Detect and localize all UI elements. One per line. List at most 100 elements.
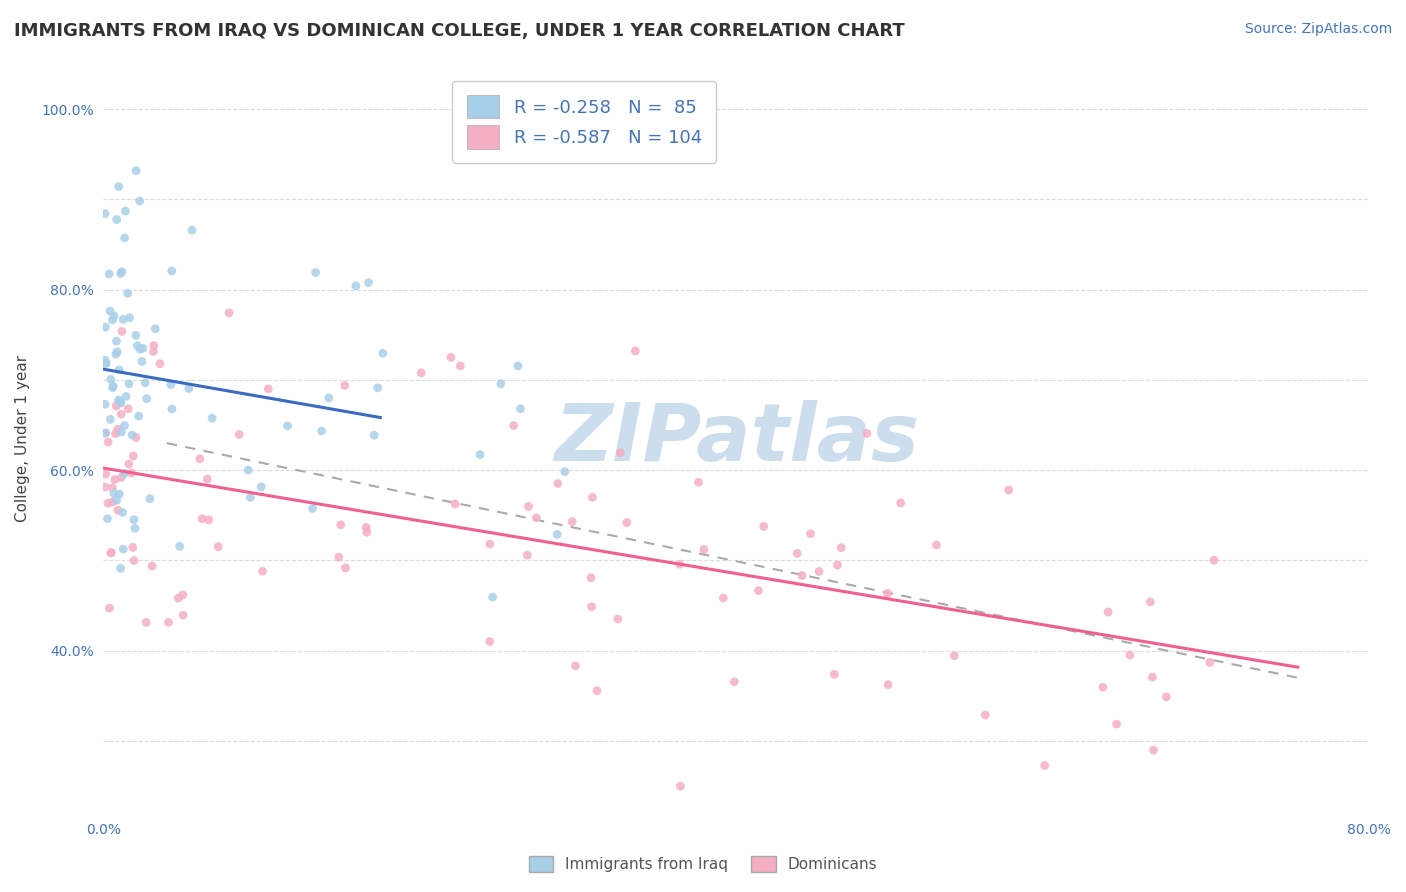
Point xyxy=(1033,758,1056,772)
Point xyxy=(1097,605,1119,619)
Point xyxy=(101,495,124,509)
Point xyxy=(149,357,172,371)
Point xyxy=(799,526,821,541)
Point xyxy=(104,473,127,487)
Point xyxy=(1091,680,1114,694)
Point xyxy=(96,356,118,370)
Point xyxy=(790,568,813,582)
Point xyxy=(581,599,603,614)
Point xyxy=(329,517,352,532)
Point xyxy=(786,546,808,560)
Point xyxy=(157,615,180,630)
Point xyxy=(121,428,143,442)
Point xyxy=(547,476,569,491)
Point xyxy=(108,487,131,501)
Point xyxy=(564,659,586,673)
Point xyxy=(111,325,134,339)
Point xyxy=(693,542,716,557)
Point xyxy=(606,612,628,626)
Point xyxy=(561,515,583,529)
Point xyxy=(118,310,141,325)
Text: Source: ZipAtlas.com: Source: ZipAtlas.com xyxy=(1244,22,1392,37)
Point xyxy=(125,163,148,178)
Point xyxy=(98,412,121,426)
Point xyxy=(311,424,333,438)
Point xyxy=(181,223,204,237)
Point xyxy=(108,395,131,409)
Point xyxy=(124,521,146,535)
Point xyxy=(127,339,149,353)
Point xyxy=(112,542,135,557)
Point xyxy=(117,401,139,416)
Point xyxy=(188,451,211,466)
Point xyxy=(808,565,831,579)
Point xyxy=(104,426,127,441)
Point xyxy=(890,496,912,510)
Point xyxy=(94,480,117,494)
Point xyxy=(135,615,157,630)
Point xyxy=(876,586,898,600)
Point xyxy=(1142,670,1164,684)
Point xyxy=(172,608,194,623)
Point xyxy=(925,538,948,552)
Point xyxy=(167,591,190,606)
Point xyxy=(98,267,121,281)
Point xyxy=(974,708,997,723)
Point xyxy=(624,343,647,358)
Point xyxy=(129,342,152,356)
Point xyxy=(444,497,467,511)
Point xyxy=(669,779,692,793)
Point xyxy=(111,506,134,520)
Point xyxy=(160,377,183,392)
Point xyxy=(132,341,155,355)
Y-axis label: College, Under 1 year: College, Under 1 year xyxy=(15,355,30,522)
Point xyxy=(517,500,540,514)
Point xyxy=(94,426,117,441)
Point xyxy=(112,312,135,326)
Point xyxy=(1199,656,1222,670)
Point xyxy=(1105,717,1128,731)
Point xyxy=(554,465,576,479)
Point xyxy=(96,511,118,525)
Point xyxy=(506,359,529,373)
Legend: R = -0.258   N =  85, R = -0.587   N = 104: R = -0.258 N = 85, R = -0.587 N = 104 xyxy=(453,80,717,163)
Point xyxy=(586,683,609,698)
Point xyxy=(169,540,191,554)
Text: ZIPatlas: ZIPatlas xyxy=(554,400,918,477)
Point xyxy=(318,391,340,405)
Point xyxy=(616,516,638,530)
Point xyxy=(98,601,121,615)
Point xyxy=(827,558,849,572)
Point xyxy=(110,470,132,484)
Point xyxy=(105,399,128,413)
Point xyxy=(107,179,129,194)
Point xyxy=(104,347,127,361)
Point xyxy=(440,351,463,365)
Point xyxy=(1119,648,1142,662)
Point xyxy=(101,381,124,395)
Point xyxy=(823,667,845,681)
Point xyxy=(236,463,259,477)
Point xyxy=(201,411,224,425)
Text: IMMIGRANTS FROM IRAQ VS DOMINICAN COLLEGE, UNDER 1 YEAR CORRELATION CHART: IMMIGRANTS FROM IRAQ VS DOMINICAN COLLEG… xyxy=(14,22,905,40)
Point xyxy=(103,309,125,323)
Point xyxy=(609,446,631,460)
Point xyxy=(114,204,136,219)
Point xyxy=(122,553,145,567)
Point xyxy=(468,448,491,462)
Point xyxy=(830,541,852,555)
Point xyxy=(101,379,124,393)
Point xyxy=(125,431,148,445)
Point xyxy=(478,634,501,648)
Point xyxy=(357,276,380,290)
Point xyxy=(257,382,280,396)
Point xyxy=(711,591,734,605)
Point xyxy=(107,422,129,436)
Point xyxy=(111,265,134,279)
Point xyxy=(101,313,124,327)
Point xyxy=(117,286,139,301)
Point xyxy=(94,425,117,440)
Point xyxy=(122,513,145,527)
Point xyxy=(118,376,141,391)
Point xyxy=(105,344,128,359)
